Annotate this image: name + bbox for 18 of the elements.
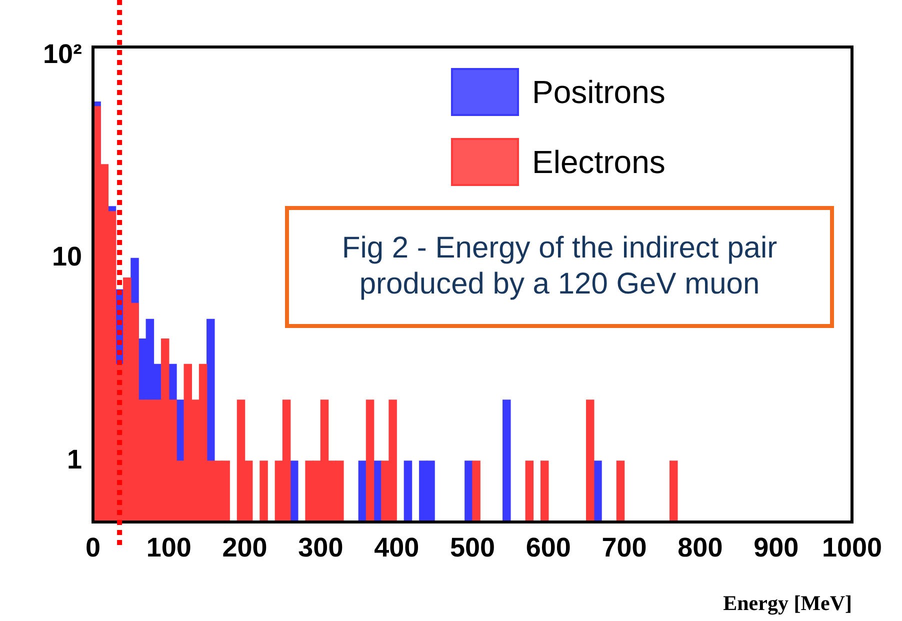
x-tick-label: 400 bbox=[374, 532, 420, 563]
y-tick-label: 10² bbox=[42, 38, 82, 69]
x-tick-label: 600 bbox=[526, 532, 571, 563]
legend-label: Positrons bbox=[532, 74, 666, 110]
x-tick-label: 200 bbox=[222, 532, 268, 563]
legend-label: Electrons bbox=[532, 144, 666, 180]
x-tick-label: 100 bbox=[146, 532, 192, 563]
x-axis-title: Energy [MeV] bbox=[723, 590, 852, 615]
y-tick-label: 10 bbox=[52, 242, 82, 272]
x-tick-label: 300 bbox=[298, 532, 344, 563]
annotation: Fig 2 - Energy of the indirect pair produced by a 120 GeV muon bbox=[342, 231, 778, 300]
x-tick-label: 900 bbox=[754, 532, 799, 563]
x-tick-label: 700 bbox=[602, 532, 647, 563]
x-tick-label: 1000 bbox=[822, 532, 882, 563]
x-tick-label: 800 bbox=[678, 532, 723, 563]
x-tick-label: 0 bbox=[85, 532, 101, 563]
y-tick-label: 1 bbox=[66, 444, 82, 474]
x-tick-label: 500 bbox=[450, 532, 496, 563]
